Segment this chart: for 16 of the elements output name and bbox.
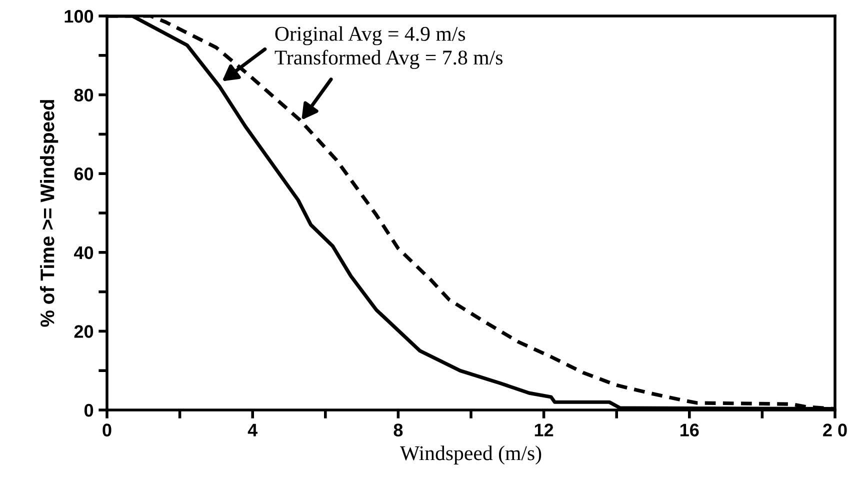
annotation: Original Avg = 4.9 m/s xyxy=(275,26,466,46)
y-axis-title: % of Time >= Windspeed xyxy=(40,100,58,327)
y-tick-label: 100 xyxy=(64,10,94,23)
x-tick-label: 16 xyxy=(680,424,699,436)
x-tick-label: 4 xyxy=(248,424,258,436)
y-tick-label: 20 xyxy=(74,325,94,338)
x-tick-label: 0 xyxy=(102,424,112,436)
y-tick-label: 40 xyxy=(74,246,94,260)
y-tick-label: 0 xyxy=(84,404,94,417)
x-axis-title: Windspeed (m/s) xyxy=(400,446,542,464)
annotation: Transformed Avg = 7.8 m/s xyxy=(274,50,502,69)
y-tick-label: 80 xyxy=(74,88,94,102)
x-tick-label: 12 xyxy=(534,424,554,436)
x-tick-label: 2 0 xyxy=(823,424,847,436)
y-tick-label: 60 xyxy=(74,168,94,180)
x-tick-label: 8 xyxy=(394,424,403,436)
